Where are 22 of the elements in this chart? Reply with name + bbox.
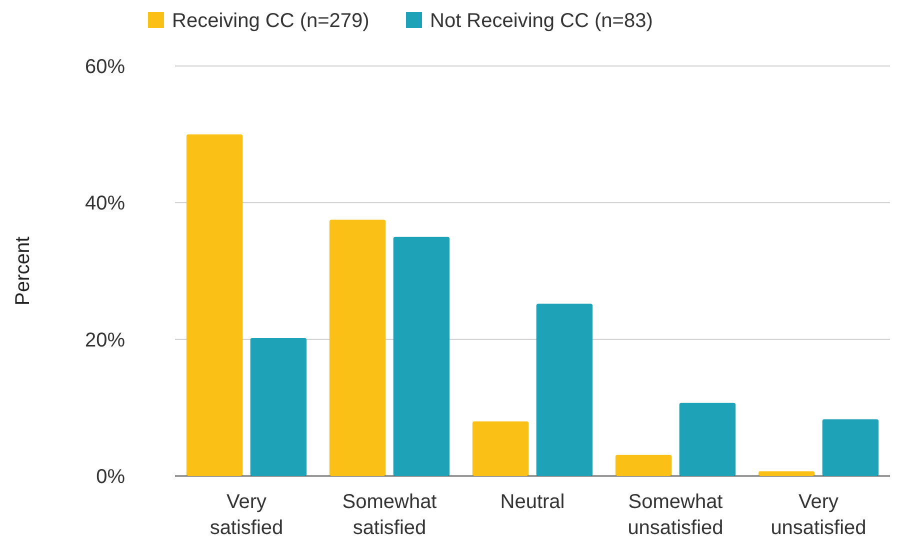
y-tick-label: 60% <box>84 56 126 78</box>
legend-label: Receiving CC (n=279) <box>172 10 370 32</box>
x-tick-label: Somewhat unsatisfied <box>628 491 724 539</box>
bar <box>758 471 815 476</box>
bar <box>536 304 593 476</box>
bar <box>472 421 529 476</box>
y-axis-title: Percent <box>12 236 34 306</box>
x-tick-label: Somewhat satisfied <box>342 491 438 539</box>
bar <box>186 134 243 476</box>
y-tick-label: 40% <box>84 192 126 215</box>
bar <box>615 454 672 476</box>
x-tick-label: Neutral <box>500 491 565 513</box>
legend-label: Not Receiving CC (n=83) <box>430 10 653 32</box>
y-tick-label: 20% <box>84 329 126 352</box>
bar <box>329 220 386 476</box>
bar <box>679 402 736 476</box>
x-tick-label: Very satisfied <box>210 491 284 539</box>
bar <box>822 419 879 476</box>
bar <box>250 338 307 476</box>
x-tick-label: Very unsatisfied <box>770 491 866 539</box>
y-tick-label: 0% <box>96 466 126 488</box>
bar <box>393 236 450 476</box>
